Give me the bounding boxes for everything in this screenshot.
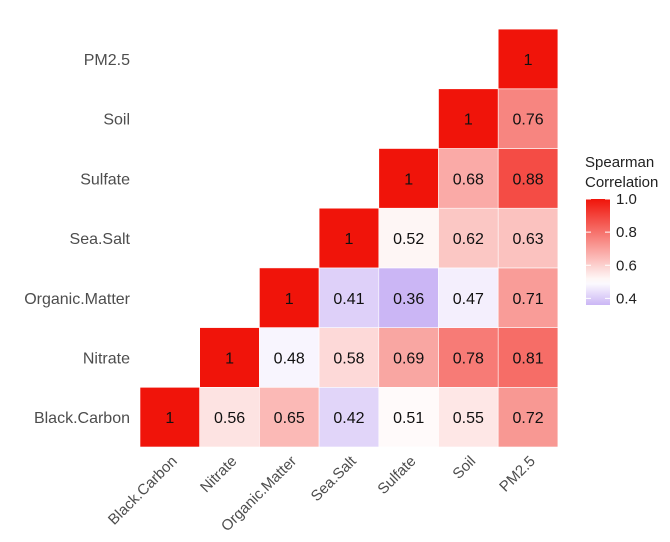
legend-tick-label: 0.4	[616, 290, 637, 307]
cell-value-label: 0.62	[453, 231, 484, 248]
cell-value-label: 1	[524, 52, 533, 69]
y-tick-label: Black.Carbon	[34, 410, 130, 427]
legend-colorbar	[586, 199, 610, 305]
cell-value-label: 0.42	[333, 410, 364, 427]
cell-value-label: 0.88	[512, 171, 543, 188]
cell-value-label: 0.65	[274, 410, 305, 427]
x-tick-label: Black.Carbon	[105, 453, 181, 529]
cell-value-label: 0.63	[512, 231, 543, 248]
cell-value-label: 1	[404, 171, 413, 188]
cell-value-label: 1	[344, 231, 353, 248]
cell-value-label: 0.69	[393, 350, 424, 367]
y-tick-label: Sulfate	[80, 171, 130, 188]
x-tick-label: Soil	[449, 453, 479, 483]
cell-value-label: 1	[225, 350, 234, 367]
cell-value-label: 0.78	[453, 350, 484, 367]
y-tick-label: Nitrate	[83, 350, 130, 367]
y-axis-labels: Black.Carbon Nitrate Organic.Matter Sea.Sal…	[24, 52, 130, 427]
x-tick-label: Sulfate	[374, 453, 419, 498]
cell-value-label: 0.55	[453, 410, 484, 427]
cell-value-label: 0.68	[453, 171, 484, 188]
cell-value-label: 1	[165, 410, 174, 427]
cell-value-label: 0.52	[393, 231, 424, 248]
y-tick-label: Organic.Matter	[24, 291, 130, 308]
cell-value-label: 1	[285, 291, 294, 308]
cell-value-label: 0.48	[274, 350, 305, 367]
cell-value-label: 0.72	[512, 410, 543, 427]
cell-value-label: 0.76	[512, 112, 543, 129]
legend-tick-label: 1.0	[616, 191, 637, 208]
y-tick-label: PM2.5	[84, 52, 130, 69]
y-tick-label: Sea.Salt	[70, 231, 131, 248]
cell-value-label: 1	[464, 112, 473, 129]
legend-tick-label: 0.6	[616, 257, 637, 274]
cell-value-label: 0.81	[512, 350, 543, 367]
cell-value-label: 0.47	[453, 291, 484, 308]
x-tick-label: Nitrate	[197, 453, 240, 496]
cell-value-label: 0.36	[393, 291, 424, 308]
legend-title-line-2: Correlation	[585, 174, 658, 191]
heatmap-cells: 1 0.56 0.65 0.42 0.51 0.55 0.72 1 0.48 0.58 0.69 0.…	[140, 29, 558, 447]
cell-value-label: 0.58	[333, 350, 364, 367]
legend-tick-label: 0.8	[616, 224, 637, 241]
cell-value-label: 0.51	[393, 410, 424, 427]
legend: Spearman Correlation 1.0 0.8 0.6 0.4	[585, 154, 658, 307]
y-tick-label: Soil	[103, 112, 130, 129]
x-tick-label: Sea.Salt	[308, 452, 361, 505]
cell-value-label: 0.56	[214, 410, 245, 427]
x-tick-label: PM2.5	[496, 453, 539, 496]
cell-value-label: 0.71	[512, 291, 543, 308]
cell-value-label: 0.41	[333, 291, 364, 308]
legend-title-line-1: Spearman	[585, 154, 654, 171]
